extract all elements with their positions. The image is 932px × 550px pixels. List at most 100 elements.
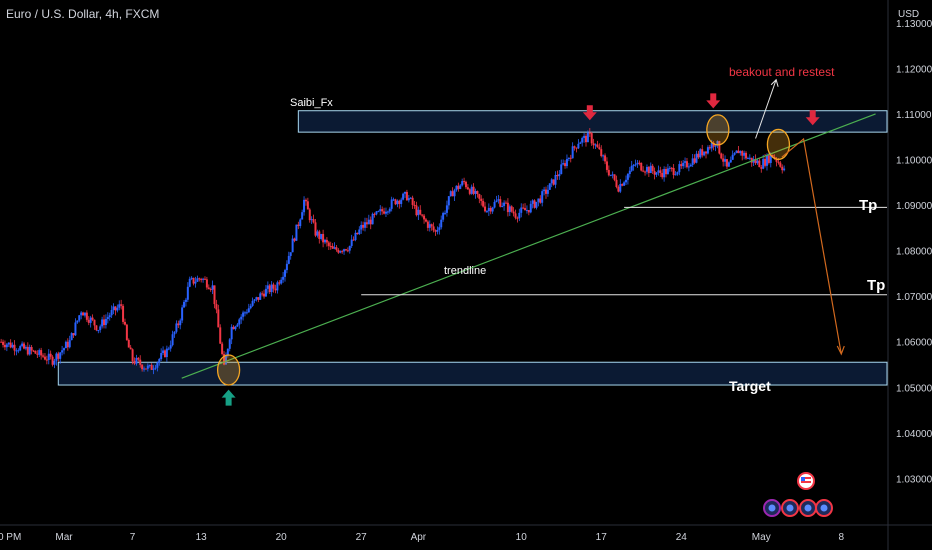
candle-up: [175, 323, 178, 332]
candle-up: [609, 174, 612, 176]
candle-down: [51, 356, 54, 365]
candle-down: [617, 186, 620, 192]
candle-down: [775, 158, 778, 162]
candle-up: [249, 305, 252, 309]
candle-up: [402, 193, 405, 200]
candle-up: [240, 316, 243, 320]
candle-up: [602, 155, 605, 157]
time-tick-label: 27: [356, 532, 368, 543]
candle-up: [474, 191, 477, 194]
candle-down: [215, 304, 218, 310]
time-tick-label: Mar: [55, 532, 73, 543]
event-icon: [799, 499, 817, 517]
candle-up: [436, 229, 439, 232]
candle-up: [339, 251, 342, 253]
candle-up: [303, 199, 306, 213]
candle-down: [480, 198, 483, 201]
candle-up: [112, 306, 115, 311]
candle-up: [438, 227, 441, 230]
candle-up: [21, 343, 24, 347]
candle-down: [123, 321, 126, 325]
candle-up: [358, 229, 361, 235]
candle-up: [238, 319, 241, 325]
candle-down: [693, 158, 696, 163]
candle-up: [68, 340, 71, 348]
candle-down: [13, 344, 16, 351]
candle-up: [118, 304, 121, 308]
candle-down: [314, 222, 317, 236]
candle-up: [663, 169, 666, 178]
candle-down: [306, 201, 309, 210]
candle-down: [93, 319, 96, 326]
candle-up: [626, 174, 629, 180]
candle-up: [55, 353, 58, 361]
candle-down: [512, 211, 515, 214]
candle-down: [95, 325, 98, 331]
candle-down: [329, 245, 332, 247]
candle-up: [236, 324, 239, 327]
candle-down: [198, 278, 201, 280]
candle-down: [771, 154, 774, 157]
candle-down: [122, 305, 125, 322]
time-axis[interactable]: 00 PM Mar 7 13 20 27 Apr 10 17 24 May 8: [0, 532, 844, 543]
candle-up: [400, 199, 403, 204]
candle-down: [651, 165, 654, 172]
candle-up: [173, 331, 176, 335]
candle-down: [419, 209, 422, 215]
candle-down: [217, 309, 220, 328]
candle-up: [630, 165, 633, 171]
candle-up: [104, 318, 107, 326]
time-tick-label: 24: [676, 532, 688, 543]
candle-down: [499, 199, 502, 207]
author-label: Saibi_Fx: [290, 97, 333, 109]
candle-up: [364, 222, 367, 228]
candle-up: [455, 185, 458, 191]
candle-down: [647, 166, 650, 174]
price-tick-label: 1.12000: [896, 64, 932, 75]
candle-up: [407, 198, 410, 201]
candle-down: [30, 347, 33, 351]
candle-down: [304, 199, 307, 202]
candle-up: [687, 166, 690, 168]
candle-up: [733, 153, 736, 155]
trendline-label: trendline: [444, 265, 486, 277]
candle-down: [209, 288, 212, 290]
candle-up: [497, 199, 500, 201]
candle-up: [428, 224, 431, 228]
candle-up: [152, 368, 155, 370]
candle-down: [484, 206, 487, 212]
candle-up: [97, 330, 100, 332]
candle-down: [463, 181, 466, 183]
candle-down: [764, 158, 767, 166]
candle-down: [434, 230, 437, 232]
candle-up: [388, 208, 391, 212]
candle-down: [257, 297, 260, 300]
candle-down: [232, 326, 235, 330]
time-tick-label: 17: [596, 532, 608, 543]
time-tick-label: 13: [196, 532, 208, 543]
candle-up: [729, 159, 732, 163]
candle-down: [539, 198, 542, 203]
candle-down: [394, 199, 397, 205]
candle-up: [565, 158, 568, 167]
candle-up: [5, 344, 8, 348]
candle-down: [23, 343, 26, 349]
candle-down: [482, 200, 485, 207]
candle-down: [472, 186, 475, 194]
price-axis[interactable]: 1.13000 1.12000 1.11000 1.10000 1.09000 1.080…: [896, 19, 932, 486]
candle-up: [649, 165, 652, 174]
candle-up: [444, 212, 447, 214]
candle-down: [381, 209, 384, 212]
candle-up: [567, 157, 570, 159]
candle-up: [691, 158, 694, 165]
candle-down: [506, 202, 509, 213]
candle-down: [85, 312, 88, 320]
candle-down: [720, 153, 723, 159]
candle-down: [274, 288, 277, 291]
candle-up: [108, 315, 111, 318]
candle-up: [623, 182, 626, 186]
candle-up: [756, 160, 759, 164]
candle-up: [676, 172, 679, 175]
arrow-down-icon: [582, 105, 597, 121]
